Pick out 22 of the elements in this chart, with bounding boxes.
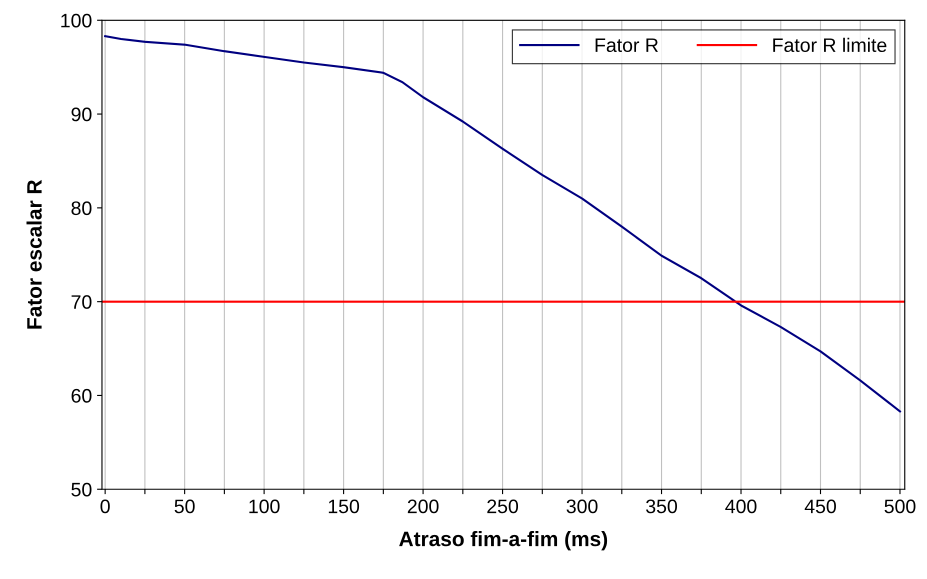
legend-label: Fator R xyxy=(596,38,658,52)
x-tick-label: 100 xyxy=(249,499,280,514)
y-tick-label: 60 xyxy=(72,388,92,403)
legend-label: Fator R limite xyxy=(773,38,886,52)
y-tick-label: 80 xyxy=(71,201,92,216)
y-axis-title: Fator escalar R xyxy=(26,180,42,329)
x-axis-title: Atraso fim-a-fim (ms) xyxy=(399,530,608,550)
x-tick-label: 350 xyxy=(646,499,677,514)
x-tick-label: 150 xyxy=(328,499,360,514)
x-tick-label: 200 xyxy=(408,499,439,514)
x-tick-label: 500 xyxy=(884,499,916,514)
x-tick-label: 400 xyxy=(725,499,756,514)
x-tick-label: 450 xyxy=(804,499,836,514)
y-tick-label: 50 xyxy=(71,482,92,496)
y-tick-label: 100 xyxy=(61,14,92,28)
x-tick-label: 0 xyxy=(100,499,110,514)
x-tick-label: 50 xyxy=(174,499,195,514)
y-tick-label: 70 xyxy=(72,295,92,309)
x-tick-label: 300 xyxy=(566,499,598,514)
y-tick-label: 90 xyxy=(72,108,92,122)
line-series xyxy=(104,35,902,412)
x-tick-label: 250 xyxy=(487,499,518,514)
